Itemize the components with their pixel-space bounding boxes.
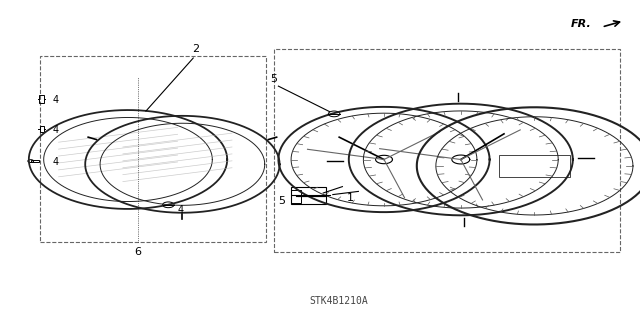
Text: 5: 5 — [278, 196, 285, 205]
Bar — [291, 187, 326, 204]
Bar — [499, 155, 570, 177]
Text: 1: 1 — [348, 193, 354, 203]
Text: 6: 6 — [134, 247, 141, 257]
Text: 4: 4 — [52, 157, 59, 167]
Bar — [40, 126, 44, 132]
Text: 5: 5 — [271, 74, 277, 84]
Text: 4: 4 — [52, 95, 59, 106]
Text: 2: 2 — [191, 44, 199, 54]
Bar — [274, 49, 620, 252]
Bar — [40, 56, 266, 242]
Bar — [31, 160, 40, 162]
Text: STK4B1210A: STK4B1210A — [310, 296, 369, 307]
Bar — [291, 190, 301, 203]
Bar — [39, 95, 44, 103]
Text: 4: 4 — [178, 205, 184, 215]
Text: 4: 4 — [52, 125, 59, 135]
Text: FR.: FR. — [572, 19, 592, 29]
